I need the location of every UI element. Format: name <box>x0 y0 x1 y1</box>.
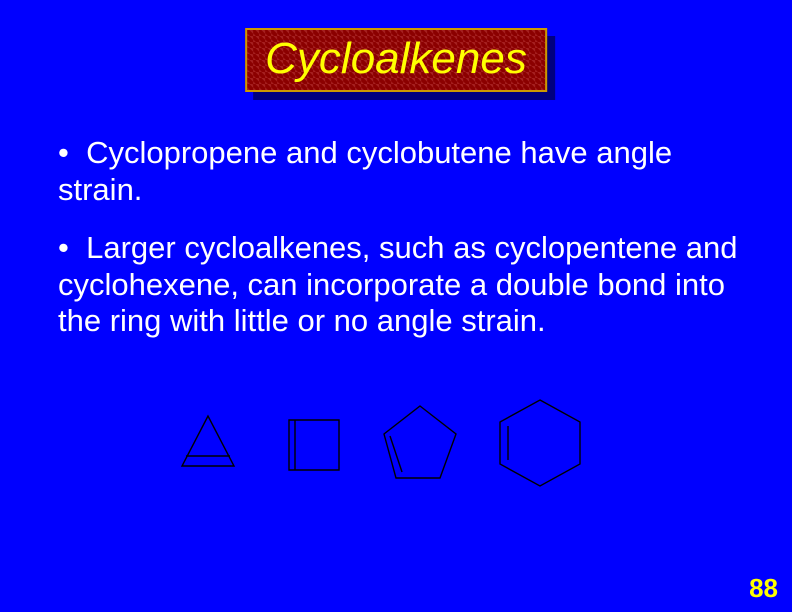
cyclobutene-icon <box>283 414 353 476</box>
bullet-1-text: Cyclopropene and cyclobutene have angle … <box>58 135 672 207</box>
structure-diagrams <box>0 400 792 520</box>
bullet-marker: • <box>58 135 86 170</box>
cyclohexene-icon <box>492 396 592 492</box>
body-text-area: • Cyclopropene and cyclobutene have angl… <box>58 135 762 362</box>
bullet-marker: • <box>58 230 86 265</box>
bullet-1: • Cyclopropene and cyclobutene have angl… <box>58 135 762 208</box>
slide-title: Cycloalkenes <box>265 34 527 83</box>
title-container: Cycloalkenes <box>245 28 547 92</box>
bullet-2-text: Larger cycloalkenes, such as cyclopenten… <box>58 230 738 338</box>
bullet-2: • Larger cycloalkenes, such as cyclopent… <box>58 230 762 340</box>
title-box: Cycloalkenes <box>245 28 547 92</box>
page-number: 88 <box>749 573 778 604</box>
cyclopropene-icon <box>178 408 248 476</box>
slide: Cycloalkenes • Cyclopropene and cyclobut… <box>0 0 792 612</box>
cyclopentene-icon <box>378 400 468 486</box>
